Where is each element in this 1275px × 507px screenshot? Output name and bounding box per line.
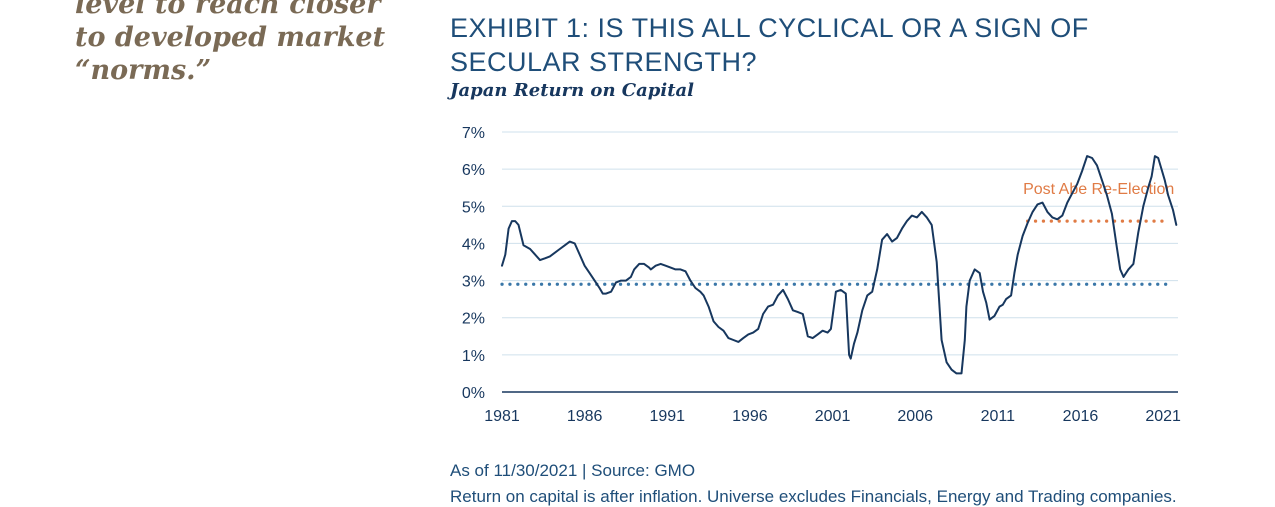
x-tick-label: 1996 (732, 408, 768, 425)
x-tick-label: 1991 (649, 408, 685, 425)
x-tick-label: 2011 (981, 408, 1016, 425)
x-tick-label: 1981 (484, 408, 520, 425)
chart-subtitle: Japan Return on Capital (450, 80, 695, 101)
y-tick-label: 1% (462, 348, 485, 365)
annotation-label: Post Abe Re-Election (1023, 181, 1174, 198)
exhibit-title: EXHIBIT 1: IS THIS ALL CYCLICAL OR A SIG… (450, 13, 1089, 77)
return-on-capital-chart: 0% 1% 2% 3% 4% 5% 6% 7% 1981 1986 1991 1996 2001 2006… (462, 125, 1181, 425)
y-tick-label: 4% (462, 236, 485, 253)
x-tick-label: 2006 (897, 408, 933, 425)
footnote: Return on capital is after inflation. Un… (450, 487, 1177, 506)
y-tick-label: 3% (462, 274, 485, 291)
y-tick-label: 6% (462, 162, 485, 179)
y-tick-label: 0% (462, 385, 485, 402)
source-note: As of 11/30/2021 | Source: GMO (450, 461, 696, 480)
pull-quote-line: to developed market (75, 22, 386, 53)
x-tick-label: 2021 (1145, 408, 1181, 425)
pull-quote-line: “norms.” (75, 55, 212, 86)
y-tick-label: 5% (462, 199, 485, 216)
x-tick-label: 1986 (567, 408, 603, 425)
pull-quote: level to reach closer to developed marke… (75, 0, 405, 87)
y-tick-label: 7% (462, 125, 485, 142)
x-tick-label: 2016 (1063, 408, 1099, 425)
pull-quote-line: level to reach closer (75, 0, 381, 20)
series-line (501, 155, 1178, 375)
x-tick-label: 2001 (815, 408, 851, 425)
y-tick-label: 2% (462, 311, 485, 328)
